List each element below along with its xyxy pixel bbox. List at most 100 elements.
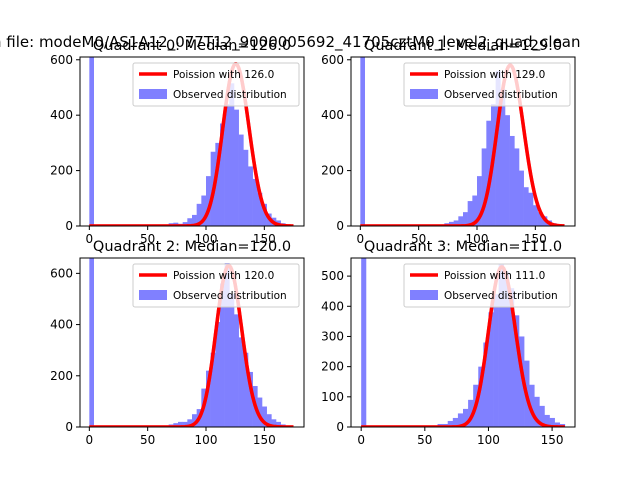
observed-bar	[187, 218, 193, 226]
y-tick-label: 200	[321, 164, 344, 178]
suptitle-text: n file: modeM0/AS1A12_077T12_9000005692_…	[0, 33, 581, 51]
chart-title: Quadrant 2: Median=120.0	[93, 239, 291, 255]
y-tick-label: 300	[321, 329, 344, 343]
observed-bar	[234, 109, 239, 226]
observed-bar	[266, 414, 272, 427]
observed-bar	[89, 57, 94, 226]
observed-bar	[549, 417, 555, 427]
observed-bar	[514, 148, 520, 226]
observed-bar	[271, 419, 277, 427]
observed-bar	[262, 406, 267, 427]
observed-bar	[224, 104, 230, 226]
observed-bar	[215, 322, 221, 427]
legend-label: Observed distribution	[173, 290, 287, 302]
y-tick-label: 200	[321, 360, 344, 374]
observed-bar	[483, 342, 489, 427]
observed-bar	[257, 192, 263, 226]
legend-label: Poission with 126.0	[173, 69, 274, 81]
observed-bar	[458, 216, 464, 226]
x-tick-label: 100	[195, 433, 218, 447]
observed-bar	[486, 120, 492, 226]
x-tick-label: 150	[524, 232, 547, 246]
legend-label: Poission with 129.0	[444, 69, 545, 81]
axes-frame	[79, 257, 305, 428]
x-tick-label: 150	[541, 433, 564, 447]
observed-bar	[554, 422, 561, 427]
observed-bar	[229, 293, 235, 427]
observed-bar	[453, 220, 459, 226]
legend-label: Observed distribution	[173, 89, 287, 101]
observed-bar	[210, 352, 216, 427]
observed-bar	[498, 264, 505, 427]
legend-label: Poission with 111.0	[444, 270, 545, 282]
observed-bar	[508, 288, 515, 427]
observed-bar	[215, 142, 221, 226]
observed-bar	[533, 205, 538, 226]
observed-bar	[500, 88, 506, 226]
chart-panel-2: 0 50 100 150 0 200 400 600 Poission with 120.0 Ob…	[50, 239, 305, 447]
observed-bar	[537, 212, 543, 226]
observed-bar	[463, 212, 468, 226]
chart-panel-0: 0 50 100 150 0 200 400 600 Poission with 126.0 Ob…	[50, 38, 305, 246]
observed-bar	[252, 178, 258, 226]
y-tick-label: 200	[50, 164, 73, 178]
observed-bar	[513, 315, 520, 427]
observed-bar	[361, 258, 367, 427]
x-tick-label: 0	[357, 232, 365, 246]
observed-bar	[509, 135, 515, 226]
observed-bar	[452, 417, 459, 427]
legend-label: Poission with 120.0	[173, 270, 274, 282]
observed-bar	[238, 337, 244, 427]
observed-bar	[467, 201, 473, 226]
axes-frame	[79, 56, 305, 227]
observed-bar	[187, 419, 193, 427]
observed-bar	[182, 222, 188, 226]
observed-bar	[206, 176, 211, 226]
y-tick-label: 600	[321, 53, 344, 67]
observed-bar	[534, 396, 540, 427]
figure-suptitle: n file: modeM0/AS1A12_077T12_9000005692_…	[0, 30, 640, 54]
x-tick-label: 150	[253, 232, 276, 246]
observed-bar	[478, 366, 484, 427]
legend-box	[403, 62, 571, 107]
chart-title: Quadrant 1: Median=129.0	[364, 38, 562, 54]
x-tick-label: 100	[195, 232, 218, 246]
y-tick-label: 400	[321, 108, 344, 122]
observed-bar	[89, 258, 94, 427]
observed-bar	[481, 148, 487, 226]
observed-bar	[529, 384, 535, 427]
observed-bar	[192, 214, 197, 226]
observed-bar	[243, 352, 249, 427]
chart-title: Quadrant 3: Median=111.0	[364, 239, 562, 255]
legend-label: Observed distribution	[444, 89, 558, 101]
observed-bar	[505, 115, 510, 226]
legend-bar-swatch	[139, 89, 167, 99]
observed-bar	[493, 294, 499, 427]
x-tick-label: 50	[140, 433, 155, 447]
observed-bar	[248, 371, 253, 427]
observed-bar	[463, 408, 469, 427]
observed-bar	[234, 314, 239, 427]
x-tick-label: 50	[140, 232, 155, 246]
x-tick-label: 0	[86, 433, 94, 447]
observed-bar	[276, 421, 281, 427]
legend-bar-swatch	[410, 290, 438, 300]
x-tick-label: 0	[357, 433, 365, 447]
observed-bar	[220, 283, 225, 427]
observed-bar	[224, 263, 230, 427]
legend-box	[403, 263, 571, 308]
observed-bar	[192, 414, 197, 427]
observed-bar	[495, 70, 501, 226]
chart-title: Quadrant 0: Median=126.0	[93, 38, 291, 54]
observed-bar	[472, 195, 478, 226]
axes-frame	[350, 257, 576, 428]
observed-bar	[257, 397, 263, 427]
observed-bar	[196, 203, 202, 226]
legend-label: Observed distribution	[444, 290, 558, 302]
observed-bar	[468, 399, 474, 427]
plot-area	[88, 258, 295, 427]
observed-bar	[477, 176, 482, 226]
y-tick-label: 100	[321, 390, 344, 404]
observed-bar	[360, 57, 365, 226]
